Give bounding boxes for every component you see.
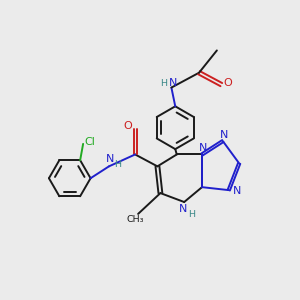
Text: O: O: [224, 78, 232, 88]
Text: CH₃: CH₃: [127, 215, 145, 224]
Text: N: N: [220, 130, 228, 140]
Text: H: H: [188, 210, 195, 219]
Text: O: O: [123, 121, 132, 130]
Text: N: N: [199, 143, 208, 153]
Text: H: H: [114, 160, 122, 169]
Text: N: N: [233, 186, 241, 196]
Text: N: N: [179, 204, 187, 214]
Text: N: N: [169, 78, 177, 88]
Text: H: H: [160, 79, 167, 88]
Text: Cl: Cl: [84, 137, 95, 147]
Text: N: N: [106, 154, 114, 164]
